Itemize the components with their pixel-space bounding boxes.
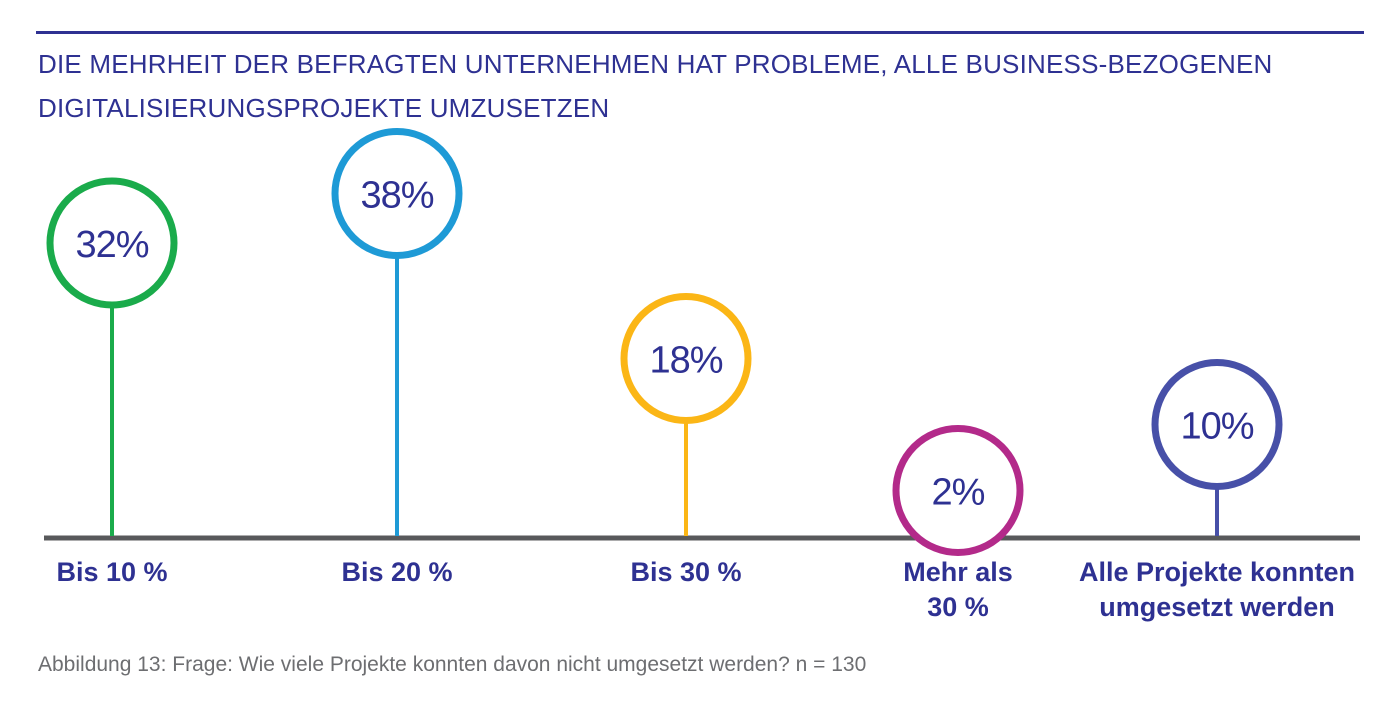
top-rule xyxy=(36,31,1364,34)
value-label-0: 32% xyxy=(75,224,148,266)
value-label-4: 10% xyxy=(1180,406,1253,448)
category-label-2: Bis 30 % xyxy=(630,557,741,587)
value-label-2: 18% xyxy=(649,340,722,382)
category-label-4: Alle Projekte konnten umgesetzt werden xyxy=(1079,557,1355,622)
value-circle-0 xyxy=(46,177,178,309)
chart-marks: 32% Bis 10 % 38% Bis 20 % 18% Bis 30 % 2% Mehr … xyxy=(46,128,1355,622)
value-circle-4 xyxy=(1151,359,1283,490)
value-circle-3 xyxy=(892,425,1024,556)
category-label-0: Bis 10 % xyxy=(56,557,167,587)
chart-title: DIE MEHRHEIT DER BEFRAGTEN UNTERNEHMEN H… xyxy=(38,49,1273,123)
category-label-1: Bis 20 % xyxy=(341,557,452,587)
figure-caption: Abbildung 13: Frage: Wie viele Projekte … xyxy=(38,653,867,676)
value-label-1: 38% xyxy=(360,175,433,217)
value-circle-1 xyxy=(331,128,463,259)
category-label-3: Mehr als 30 % xyxy=(903,557,1013,622)
value-circle-2 xyxy=(620,293,752,424)
value-label-3: 2% xyxy=(932,472,985,514)
